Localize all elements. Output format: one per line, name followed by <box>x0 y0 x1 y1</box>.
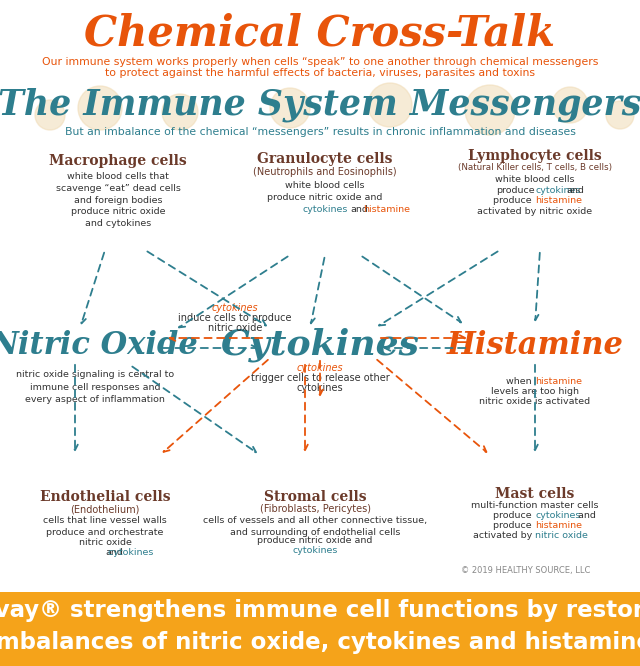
Circle shape <box>162 94 198 130</box>
Circle shape <box>606 101 634 129</box>
Circle shape <box>368 83 412 127</box>
Text: produce: produce <box>497 186 535 195</box>
Text: to protect against the harmful effects of bacteria, viruses, parasites and toxin: to protect against the harmful effects o… <box>105 68 535 78</box>
Text: induce cells to produce: induce cells to produce <box>179 313 292 323</box>
Text: nitric oxide signaling is central to
immune cell responses and
every aspect of i: nitric oxide signaling is central to imm… <box>16 370 174 404</box>
Text: But an imbalance of the chemical “messengers” results in chronic inflammation an: But an imbalance of the chemical “messen… <box>65 127 575 137</box>
Text: levels are too high: levels are too high <box>491 388 579 396</box>
Text: cytokines: cytokines <box>105 548 154 557</box>
Text: Flavay® strengthens immune cell functions by restoring: Flavay® strengthens immune cell function… <box>0 599 640 623</box>
Text: histamine: histamine <box>535 196 582 205</box>
Text: and: and <box>575 511 599 520</box>
Text: produce: produce <box>493 196 535 205</box>
Circle shape <box>270 88 310 128</box>
Text: Granulocyte cells: Granulocyte cells <box>257 152 393 166</box>
Text: Histamine: Histamine <box>447 330 623 360</box>
Text: nitric oxide is activated: nitric oxide is activated <box>479 398 591 406</box>
Text: Macrophage cells: Macrophage cells <box>49 154 187 168</box>
Text: white blood cells: white blood cells <box>495 175 575 184</box>
Text: produce nitric oxide and: produce nitric oxide and <box>257 536 372 545</box>
Text: nitric oxide: nitric oxide <box>208 323 262 333</box>
Text: cells that line vessel walls
produce and orchestrate: cells that line vessel walls produce and… <box>43 516 167 537</box>
Text: (Neutrophils and Eosinophils): (Neutrophils and Eosinophils) <box>253 167 397 177</box>
Text: histamine: histamine <box>535 521 582 530</box>
Text: and: and <box>105 548 123 557</box>
Text: Lymphocyte cells: Lymphocyte cells <box>468 149 602 163</box>
Text: (Natural Killer cells, T cells, B cells): (Natural Killer cells, T cells, B cells) <box>458 163 612 172</box>
Text: Endothelial cells: Endothelial cells <box>40 490 170 504</box>
Text: imbalances of nitric oxide, cytokines and histamine: imbalances of nitric oxide, cytokines an… <box>0 631 640 653</box>
Text: Mast cells: Mast cells <box>495 487 575 501</box>
Text: Chemical Cross-Talk: Chemical Cross-Talk <box>84 13 556 55</box>
Text: cytokines: cytokines <box>212 303 259 313</box>
FancyBboxPatch shape <box>0 592 640 666</box>
Text: © 2019 HEALTHY SOURCE, LLC: © 2019 HEALTHY SOURCE, LLC <box>461 565 590 575</box>
Text: histamine: histamine <box>364 205 410 214</box>
Text: Cytokines: Cytokines <box>221 328 419 362</box>
Text: Stromal cells: Stromal cells <box>264 490 366 504</box>
Text: (Fibroblasts, Pericytes): (Fibroblasts, Pericytes) <box>259 504 371 514</box>
Circle shape <box>552 87 588 123</box>
Text: nitric oxide: nitric oxide <box>79 538 131 547</box>
Circle shape <box>35 100 65 130</box>
Text: white blood cells
produce nitric oxide and: white blood cells produce nitric oxide a… <box>268 181 383 202</box>
Text: and: and <box>350 205 368 214</box>
Text: trigger cells to release other: trigger cells to release other <box>251 373 389 383</box>
Text: multi-function master cells: multi-function master cells <box>471 501 599 510</box>
Circle shape <box>78 86 122 130</box>
Text: cytokines: cytokines <box>297 383 343 393</box>
Text: Nitric Oxide: Nitric Oxide <box>0 330 199 360</box>
Text: cytokines: cytokines <box>297 363 343 373</box>
Text: cytokines: cytokines <box>535 511 580 520</box>
Text: Our immune system works properly when cells “speak” to one another through chemi: Our immune system works properly when ce… <box>42 57 598 67</box>
Circle shape <box>465 85 515 135</box>
Text: (Endothelium): (Endothelium) <box>70 504 140 514</box>
Text: when: when <box>506 378 535 386</box>
Text: nitric oxide: nitric oxide <box>535 531 588 540</box>
Text: cytokines: cytokines <box>292 546 338 555</box>
Text: histamine: histamine <box>535 378 582 386</box>
Text: cytokines: cytokines <box>302 205 348 214</box>
Text: produce: produce <box>493 521 535 530</box>
Text: cells of vessels and all other connective tissue,
and surrounding of endothelial: cells of vessels and all other connectiv… <box>203 516 427 537</box>
Text: white blood cells that
scavenge “eat” dead cells
and foreign bodies
produce nitr: white blood cells that scavenge “eat” de… <box>56 172 180 228</box>
Text: activated by: activated by <box>473 531 535 540</box>
Text: and: and <box>566 186 584 195</box>
Text: activated by nitric oxide: activated by nitric oxide <box>477 207 593 216</box>
Text: The Immune System Messengers: The Immune System Messengers <box>0 88 640 123</box>
Text: produce: produce <box>493 511 535 520</box>
Text: cytokines: cytokines <box>535 186 580 195</box>
